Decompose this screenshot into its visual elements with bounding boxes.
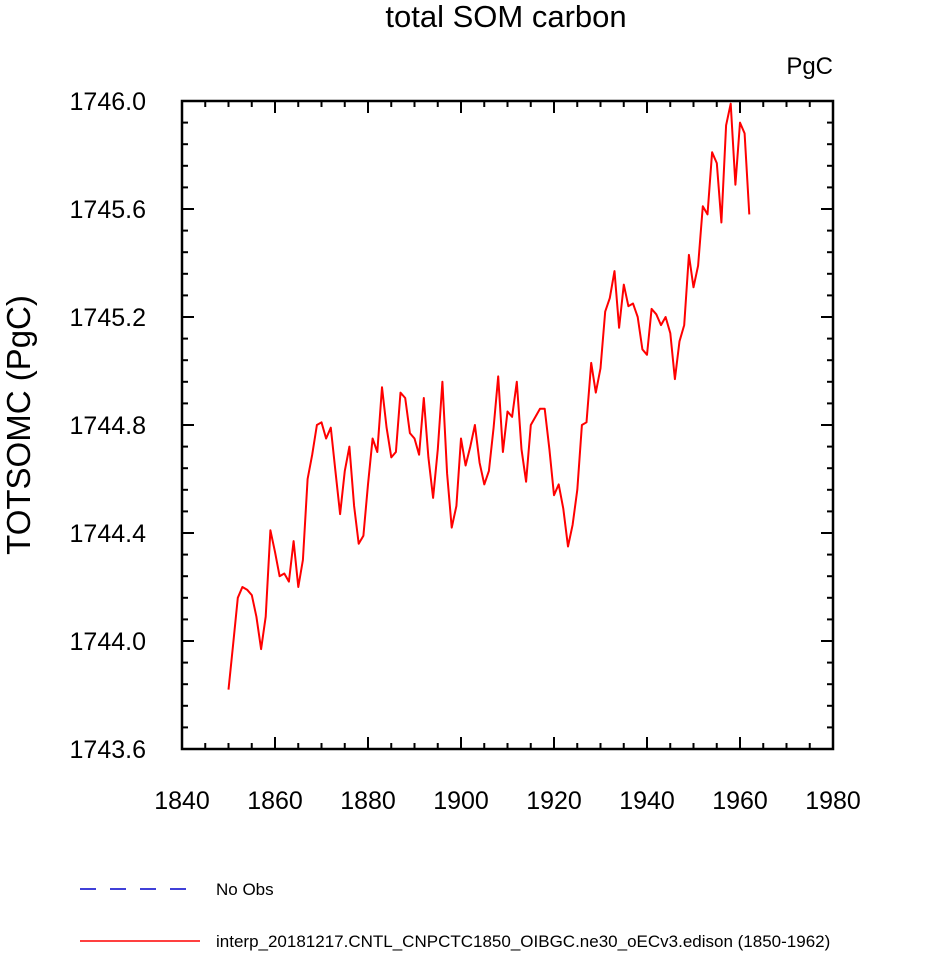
legend-entry-label: No Obs [216,880,274,899]
series-line [227,102,751,690]
legend: No Obs interp_20181217.CNTL_CNPCTC1850_OI… [80,880,830,951]
y-tick-label: 1746.0 [70,88,146,116]
chart-title: total SOM carbon [385,0,626,34]
x-tick-label: 1960 [712,787,768,815]
y-axis-ticks: 1743.6 1744.0 1744.4 1744.8 1745.2 1745.6 1746… [70,88,833,764]
y-tick-label: 1743.6 [70,736,146,764]
y-tick-label: 1744.4 [70,520,147,548]
y-axis-label: TOTSOMC (PgC) [0,295,37,555]
x-tick-label: 1880 [340,787,396,815]
x-tick-label: 1860 [247,787,303,815]
y-tick-label: 1745.2 [70,304,146,332]
y-tick-label: 1744.0 [70,628,146,656]
x-tick-label: 1980 [805,787,861,815]
plot-frame [180,99,835,751]
x-tick-label: 1920 [526,787,582,815]
x-tick-label: 1940 [619,787,675,815]
x-axis-ticks: 1840 1860 1880 1900 1920 1940 1960 1980 [154,101,861,815]
x-tick-label: 1900 [433,787,489,815]
series-layer [227,102,751,690]
y-tick-label: 1745.6 [70,196,146,224]
legend-entry-label: interp_20181217.CNTL_CNPCTC1850_OIBGC.ne… [216,932,830,951]
x-tick-label: 1840 [154,787,210,815]
y-tick-label: 1744.8 [70,412,146,440]
units-label: PgC [786,53,833,80]
